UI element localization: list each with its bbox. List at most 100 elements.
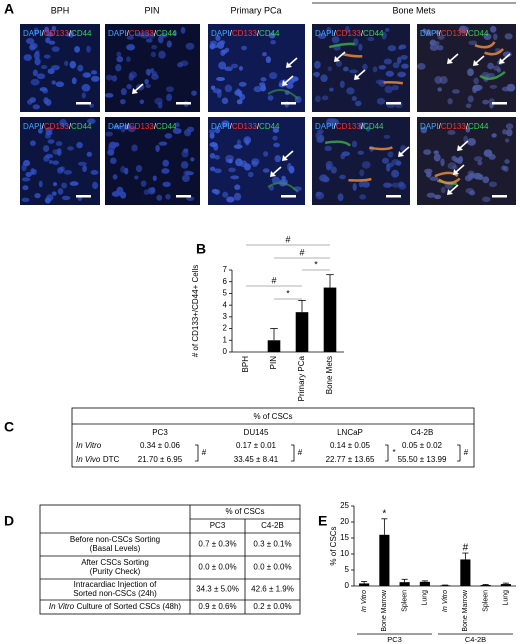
nucleus — [218, 61, 227, 70]
nucleus — [166, 93, 173, 102]
nucleus — [148, 32, 156, 39]
panel-label: C — [4, 419, 14, 435]
nucleus — [158, 50, 166, 59]
nucleus — [21, 197, 30, 203]
row-label-italic: In Vitro — [49, 602, 75, 611]
x-tick-label: Bone Mets — [325, 356, 334, 394]
nucleus — [172, 30, 178, 37]
nucleus — [505, 138, 510, 143]
stain-separator: / — [69, 29, 72, 38]
scale-bar — [176, 195, 191, 198]
table-cell: 0.14 ± 0.05 — [330, 441, 371, 450]
nucleus — [234, 89, 243, 96]
nucleus — [330, 118, 339, 126]
nucleus — [55, 81, 65, 88]
significance-label: # — [285, 234, 290, 244]
nucleus — [376, 97, 386, 105]
stain-label: DAPI/CD133/CD44 — [211, 29, 280, 38]
significance-label: * — [286, 288, 290, 298]
nucleus — [228, 167, 236, 173]
nucleus — [467, 95, 474, 103]
nucleus — [107, 149, 115, 156]
nucleus — [31, 168, 37, 175]
nucleus — [180, 161, 189, 169]
nucleus — [424, 168, 433, 174]
stain-name: CD44 — [468, 122, 489, 131]
nucleus — [110, 157, 117, 165]
nucleus — [105, 92, 114, 98]
stain-streak — [324, 140, 351, 147]
nucleus — [434, 75, 443, 84]
stain-streak — [328, 42, 355, 49]
nucleus — [314, 71, 320, 78]
nucleus — [337, 193, 344, 201]
micrograph: DAPI/CD133/CD44 — [416, 24, 516, 112]
nucleus — [483, 33, 492, 41]
nucleus — [290, 76, 299, 82]
nucleus — [451, 89, 460, 94]
nucleus — [387, 151, 394, 158]
significance-label: * — [314, 259, 318, 269]
nucleus — [383, 182, 393, 188]
stain-separator: / — [361, 122, 364, 131]
table-cell: 0.17 ± 0.01 — [236, 441, 277, 450]
nucleus — [361, 161, 371, 169]
nucleus — [30, 78, 40, 86]
nucleus — [357, 150, 364, 155]
nucleus — [156, 194, 163, 201]
group-label: C4-2B — [465, 635, 486, 644]
nucleus — [434, 194, 442, 200]
significance-bracket — [457, 444, 461, 462]
arrow-shaft — [284, 150, 294, 159]
nucleus — [420, 126, 428, 134]
stain-separator: / — [42, 29, 45, 38]
nucleus — [160, 32, 168, 39]
nucleus — [77, 161, 87, 166]
stain-streak — [267, 89, 299, 100]
nucleus — [69, 60, 77, 69]
nucleus — [86, 118, 96, 124]
nucleus — [126, 123, 131, 130]
y-axis-label: # of CD133+/CD44+ Cells — [191, 265, 200, 358]
nucleus — [71, 77, 77, 85]
nucleus — [214, 155, 220, 160]
micrograph: DAPI/CD133/CD44 — [105, 117, 200, 205]
nucleus — [119, 98, 126, 105]
nucleus — [131, 144, 138, 152]
bar — [267, 340, 281, 352]
nucleus — [162, 181, 171, 188]
nucleus — [452, 165, 458, 170]
nucleus — [267, 95, 274, 101]
stain-streak — [341, 52, 363, 58]
nucleus — [482, 176, 490, 184]
nucleus — [115, 63, 122, 72]
nucleus — [397, 71, 407, 78]
nucleus — [314, 60, 321, 69]
nucleus — [352, 183, 357, 191]
x-tick-label: Primary PCa — [297, 355, 306, 401]
nucleus — [239, 93, 246, 101]
row-label-text: DTC — [103, 455, 120, 464]
x-tick-label: Bone Marrow — [381, 589, 388, 632]
nucleus — [120, 88, 127, 96]
y-tick-label: 15 — [340, 533, 349, 542]
nucleus — [387, 45, 397, 52]
row-label: After CSCs Sorting — [81, 558, 149, 567]
nucleus — [272, 128, 280, 133]
nucleus — [52, 160, 59, 165]
nucleus — [436, 44, 444, 51]
stain-name: CD133 — [232, 122, 257, 131]
table-cell: 21.70 ± 6.95 — [138, 455, 183, 464]
y-tick-label: 6 — [223, 277, 228, 286]
bar — [500, 584, 511, 586]
nucleus — [224, 84, 233, 93]
nucleus — [53, 182, 58, 187]
stain-name: CD44 — [71, 122, 92, 131]
nucleus — [181, 174, 190, 183]
nucleus — [161, 168, 170, 174]
nucleus — [82, 72, 92, 78]
micrograph: DAPI/CD133/CD44 — [312, 117, 410, 205]
row-label: In Vivo DTC — [76, 455, 119, 464]
stain-name: DAPI — [108, 122, 127, 131]
